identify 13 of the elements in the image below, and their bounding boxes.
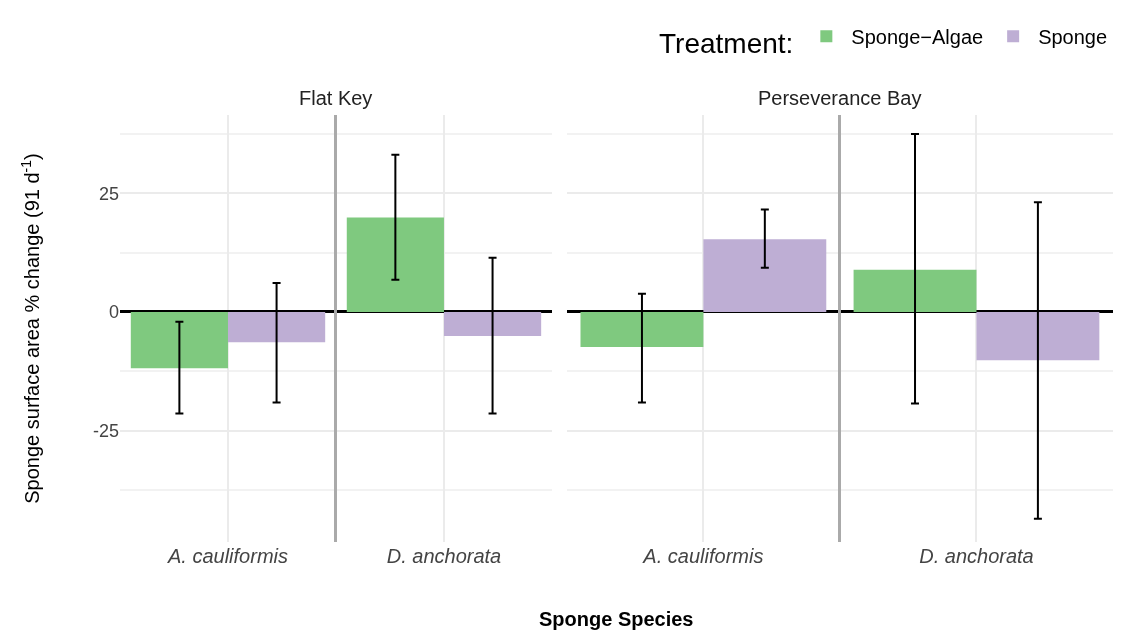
legend-label: Sponge	[1038, 26, 1108, 49]
x-tick-label: D. anchorata	[386, 545, 502, 567]
legend-title: Treatment:	[659, 28, 794, 60]
x-tick-label: A. cauliformis	[166, 545, 289, 567]
x-tick-label: A. cauliformis	[642, 545, 764, 567]
x-tick-label: D. anchorata	[919, 545, 1034, 567]
y-tick-label: 25	[98, 183, 119, 204]
chart-title: Perseverance Bay	[758, 87, 922, 109]
y-tick-label: -25	[92, 420, 119, 441]
y-tick-label: 0	[108, 302, 119, 323]
chart-title: Flat Key	[299, 87, 373, 109]
legend-label: Sponge−Algae	[851, 26, 984, 49]
x-axis-title: Sponge Species	[539, 608, 694, 630]
